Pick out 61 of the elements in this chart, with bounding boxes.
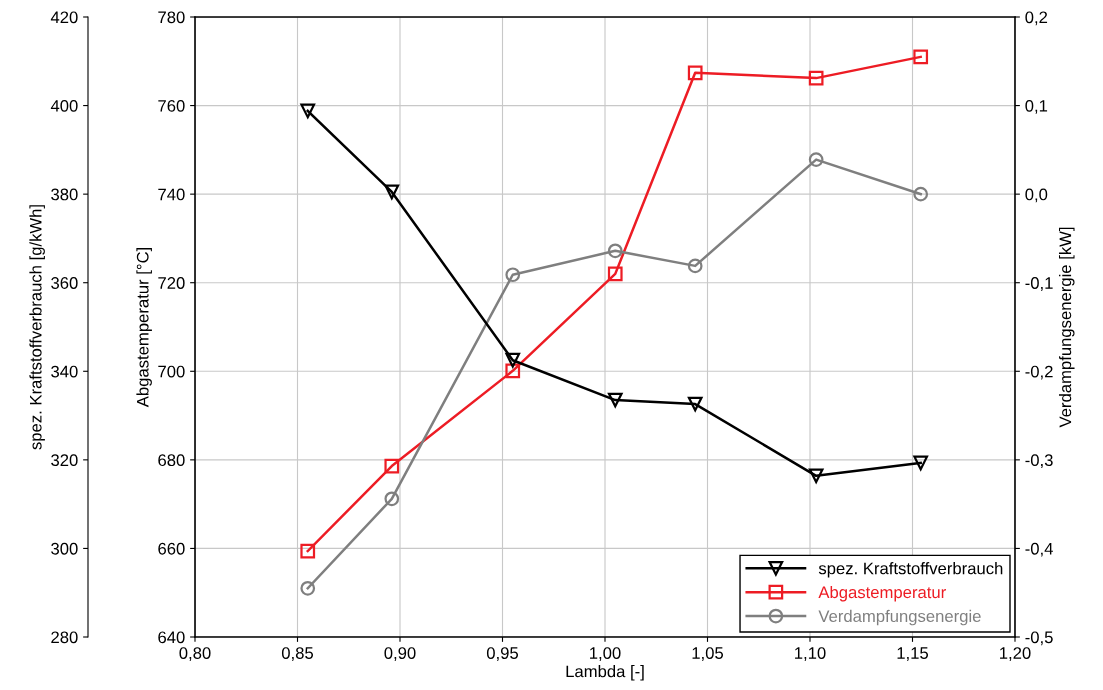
point [300, 580, 316, 596]
y2-axis-title: Verdampfungsenergie [kW] [1058, 227, 1075, 428]
point [687, 258, 703, 274]
point [913, 455, 929, 471]
y-tick-label: 720 [158, 277, 185, 289]
point [505, 267, 521, 283]
point [384, 184, 400, 200]
point [913, 186, 929, 202]
point [913, 49, 929, 65]
point [687, 396, 703, 412]
point [687, 65, 703, 81]
y-tick-label: 760 [158, 99, 185, 112]
point [607, 392, 623, 408]
y2-tick-label: 0,0 [1025, 188, 1048, 203]
y2-tick-label: -0,4 [1025, 542, 1053, 557]
y3-tick-label: 300 [51, 542, 78, 555]
y2-tick-label: 0,1 [1025, 99, 1048, 114]
y3-tick-label: 320 [51, 454, 78, 467]
y-tick-label: 740 [158, 188, 185, 201]
y-tick-label: 680 [158, 454, 185, 467]
point [607, 243, 623, 259]
y3-tick-label: 340 [51, 365, 78, 378]
y2-tick-label: 0,2 [1025, 11, 1048, 26]
point [808, 70, 824, 86]
x-tick-label: 0,85 [281, 647, 314, 661]
point [505, 352, 521, 368]
y2-tick-label: -0,3 [1025, 454, 1053, 469]
y3-tick-label: 360 [51, 277, 78, 289]
y-axis-title: Abgastemperatur [°C] [136, 247, 152, 408]
point [607, 266, 623, 282]
x-tick-label: 1,20 [1000, 647, 1031, 661]
point [808, 152, 824, 167]
y3-tick-label: 280 [51, 631, 78, 644]
x-tick-label: 0,95 [486, 647, 519, 661]
point [505, 363, 521, 379]
y3-axis-title: spez. Kraftstoffverbrauch [g/kWh] [29, 205, 45, 450]
x-tick-label: 1,15 [897, 647, 929, 661]
point [300, 103, 316, 119]
y-tick-label: 700 [158, 365, 185, 378]
point [300, 543, 316, 559]
y-tick-label: 640 [158, 631, 185, 644]
y3-tick-label: 420 [50, 11, 78, 24]
y2-tick-label: -0,2 [1025, 365, 1053, 380]
y-tick-label: 660 [158, 542, 185, 555]
point [384, 458, 400, 474]
y2-tick-label: -0,5 [1025, 631, 1053, 646]
x-tick-label: 1,05 [692, 647, 724, 661]
legend-label: spez. Kraftstoffverbrauch [818, 562, 1003, 578]
y2-tick-label: -0,1 [1025, 277, 1053, 291]
legend-label: Abgastemperatur [818, 585, 946, 602]
x-tick-label: 0,80 [179, 647, 211, 661]
x-tick-label: 1,10 [795, 647, 826, 661]
x-tick-label: 1,00 [590, 647, 621, 661]
y3-tick-label: 400 [50, 99, 78, 112]
y3-tick-label: 380 [51, 188, 78, 201]
point [384, 491, 400, 507]
y-tick-label: 780 [158, 11, 185, 24]
legend-label: Verdampfungsenergie [818, 609, 981, 626]
x-tick-label: 0,90 [384, 647, 416, 661]
point [808, 468, 824, 484]
x-axis-title: Lambda [-] [566, 665, 644, 681]
